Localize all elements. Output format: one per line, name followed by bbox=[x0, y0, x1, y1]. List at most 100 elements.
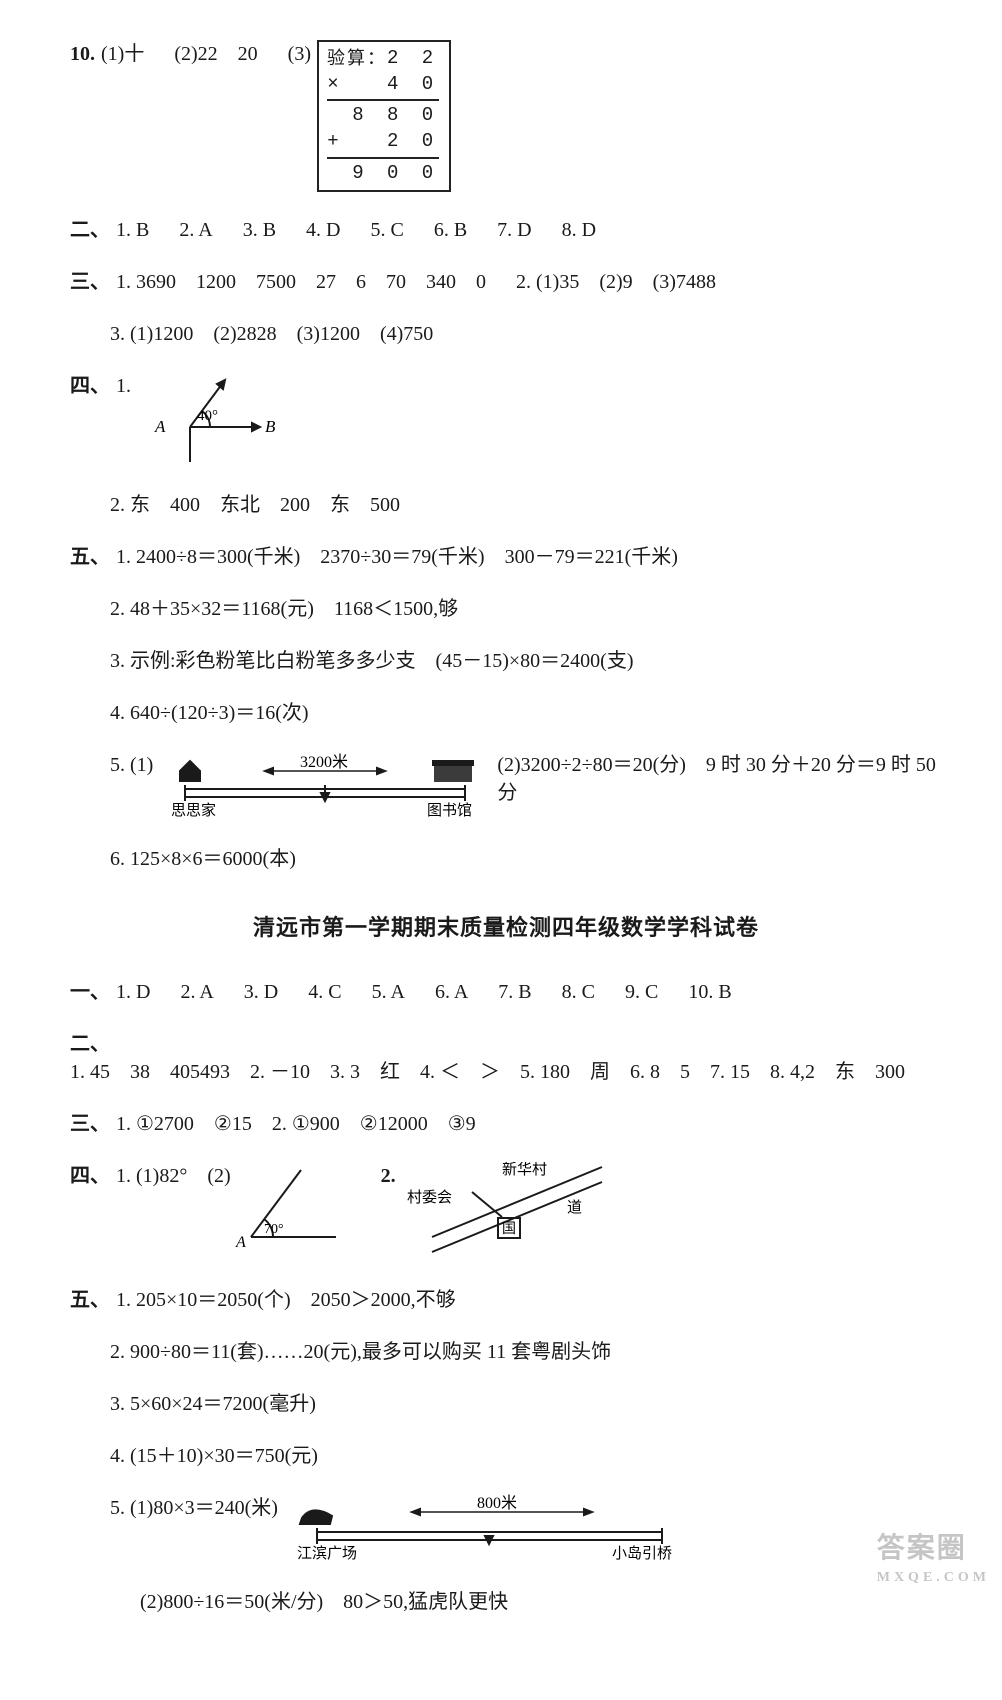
sec2-row: 二、 1. B 2. A 3. B 4. D 5. C 6. B 7. D 8.… bbox=[70, 216, 942, 244]
angle-B: B bbox=[265, 417, 276, 436]
dist-800-label: 800米 bbox=[477, 1494, 517, 1512]
p2s1-i7: 8. C bbox=[562, 978, 595, 1006]
paper2-title: 清远市第一学期期末质量检测四年级数学学科试卷 bbox=[70, 913, 942, 944]
q10-row: 10. (1)十 (2)22 20 (3) 验算：2 2 × 4 0 8 8 0… bbox=[70, 40, 942, 192]
angle-40-diagram: A B 40° bbox=[135, 372, 285, 467]
calc-l2: 8 8 0 bbox=[327, 99, 439, 129]
p2-sec5-row5b: (2)800÷16＝50(米/分) 80＞50,猛虎队更快 bbox=[140, 1588, 942, 1616]
watermark-sub: MXQE.COM bbox=[877, 1568, 990, 1588]
p2s1-i0: 1. D bbox=[116, 978, 150, 1006]
p2-sec4-row: 四、 1. (1)82° (2) A 70° 2. 新华村 村委会 国 道 bbox=[70, 1162, 942, 1262]
p2-sec5-row4: 4. (15＋10)×30＝750(元) bbox=[110, 1442, 942, 1470]
sec5-q5b: (2)3200÷2÷80＝20(分) 9 时 30 分＋20 分＝9 时 50 … bbox=[497, 751, 942, 807]
p2-sec5-row3: 3. 5×60×24＝7200(毫升) bbox=[110, 1390, 942, 1418]
sec3-l1a: 1. 3690 1200 7500 27 6 70 340 0 bbox=[116, 268, 486, 296]
p2-sec5-q4: 4. (15＋10)×30＝750(元) bbox=[110, 1442, 318, 1470]
sec5-row1: 五、 1. 2400÷8＝300(千米) 2370÷30＝79(千米) 300－… bbox=[70, 543, 942, 571]
sec5-q4: 4. 640÷(120÷3)＝16(次) bbox=[110, 699, 309, 727]
angle70-A: A bbox=[235, 1234, 246, 1251]
sec5-q2: 2. 48＋35×32＝1168(元) 1168＜1500,够 bbox=[110, 595, 458, 623]
calc-label: 验算： bbox=[327, 46, 387, 70]
p2-sec5-q5b: (2)800÷16＝50(米/分) 80＞50,猛虎队更快 bbox=[140, 1588, 508, 1616]
p2-sec5-row2: 2. 900÷80＝11(套)……20(元),最多可以购买 11 套粤剧头饰 bbox=[110, 1338, 942, 1366]
p2-sec3-text: 1. ①2700 ②15 2. ①900 ②12000 ③9 bbox=[116, 1110, 476, 1138]
sec5-q1: 1. 2400÷8＝300(千米) 2370÷30＝79(千米) 300－79＝… bbox=[116, 543, 678, 571]
sec5-row3: 3. 示例:彩色粉笔比白粉笔多多少支 (45－15)×80＝2400(支) bbox=[110, 647, 942, 675]
sec5-q6: 6. 125×8×6＝6000(本) bbox=[110, 845, 296, 873]
dist-3200-label: 3200米 bbox=[300, 753, 348, 771]
q10-p3: (3) bbox=[288, 40, 311, 68]
sec4-row2: 2. 东 400 东北 200 东 500 bbox=[110, 491, 942, 519]
map-left: 村委会 bbox=[407, 1189, 452, 1206]
q10-p2: (2)22 20 bbox=[174, 40, 257, 68]
map-mid: 国 bbox=[502, 1222, 516, 1237]
q10-label: 10. bbox=[70, 40, 95, 68]
p2s1-i1: 2. A bbox=[180, 978, 213, 1006]
calc-l1: × 4 0 bbox=[327, 72, 439, 98]
left-house-label: 思思家 bbox=[171, 802, 216, 819]
map-diagram: 新华村 村委会 国 道 bbox=[402, 1162, 622, 1262]
angle-40-label: 40° bbox=[197, 408, 218, 424]
sec5-q5-prefix: 5. (1) bbox=[110, 751, 153, 779]
calc-l3: + 2 0 bbox=[327, 129, 439, 155]
sec4-row1: 四、 1. A B 40° bbox=[70, 372, 942, 467]
p2-sec5-q3: 3. 5×60×24＝7200(毫升) bbox=[110, 1390, 316, 1418]
sec2-i7: 8. D bbox=[562, 216, 596, 244]
right-library-label: 图书馆 bbox=[427, 802, 472, 819]
p2-sec5-label: 五、 bbox=[70, 1286, 110, 1314]
p2-sec3-row: 三、 1. ①2700 ②15 2. ①900 ②12000 ③9 bbox=[70, 1110, 942, 1138]
map-right: 道 bbox=[567, 1199, 582, 1216]
q10-p1: (1)十 bbox=[101, 40, 144, 68]
p2-sec4-q1a: 1. (1)82° (2) bbox=[116, 1162, 231, 1190]
sec5-row5: 5. (1) 3200米 思思家 图书馆 (2)3200÷2÷80＝20(分) … bbox=[110, 751, 942, 821]
p2-sec4-label: 四、 bbox=[70, 1162, 110, 1190]
distance-diagram-1: 3200米 思思家 图书馆 bbox=[165, 751, 485, 821]
angle-A: A bbox=[154, 417, 166, 436]
sec4-q2: 2. 东 400 东北 200 东 500 bbox=[110, 491, 400, 519]
left-plaza-label: 江滨广场 bbox=[297, 1545, 357, 1562]
sec4-label: 四、 bbox=[70, 372, 110, 400]
p2s1-i2: 3. D bbox=[244, 978, 278, 1006]
right-bridge-label: 小岛引桥 bbox=[612, 1545, 672, 1562]
p2s1-i3: 4. C bbox=[308, 978, 341, 1006]
sec3-row2: 3. (1)1200 (2)2828 (3)1200 (4)750 bbox=[110, 320, 942, 348]
sec2-i4: 5. C bbox=[370, 216, 403, 244]
sec2-i1: 2. A bbox=[179, 216, 212, 244]
p2-sec2-row: 二、 1. 45 38 405493 2. －10 3. 3 红 4. ＜ ＞ … bbox=[70, 1030, 942, 1086]
p2s1-i5: 6. A bbox=[435, 978, 468, 1006]
sec3-row1: 三、 1. 3690 1200 7500 27 6 70 340 0 2. (1… bbox=[70, 268, 942, 296]
calc-l4: 9 0 0 bbox=[327, 157, 439, 187]
verify-calc-box: 验算：2 2 × 4 0 8 8 0 + 2 0 9 0 0 bbox=[317, 40, 451, 192]
sec5-row2: 2. 48＋35×32＝1168(元) 1168＜1500,够 bbox=[110, 595, 942, 623]
sec2-i3: 4. D bbox=[306, 216, 340, 244]
calc-l0: 2 2 bbox=[387, 47, 439, 69]
p2s1-i8: 9. C bbox=[625, 978, 658, 1006]
p2s1-i4: 5. A bbox=[372, 978, 405, 1006]
sec2-label: 二、 bbox=[70, 216, 110, 244]
sec5-label: 五、 bbox=[70, 543, 110, 571]
p2-sec5-q5-prefix: 5. (1)80×3＝240(米) bbox=[110, 1494, 278, 1522]
sec5-row6: 6. 125×8×6＝6000(本) bbox=[110, 845, 942, 873]
p2-sec1-row: 一、 1. D 2. A 3. D 4. C 5. A 6. A 7. B 8.… bbox=[70, 978, 942, 1006]
sec4-q1-prefix: 1. bbox=[116, 372, 131, 400]
sec3-l2: 3. (1)1200 (2)2828 (3)1200 (4)750 bbox=[110, 320, 433, 348]
p2s1-i9: 10. B bbox=[688, 978, 731, 1006]
sec2-i5: 6. B bbox=[434, 216, 467, 244]
map-top: 新华村 bbox=[502, 1162, 547, 1178]
sec2-i6: 7. D bbox=[497, 216, 531, 244]
p2-sec5-q1: 1. 205×10＝2050(个) 2050＞2000,不够 bbox=[116, 1286, 456, 1314]
p2-sec3-label: 三、 bbox=[70, 1110, 110, 1138]
sec2-i2: 3. B bbox=[243, 216, 276, 244]
p2-sec5-q2: 2. 900÷80＝11(套)……20(元),最多可以购买 11 套粤剧头饰 bbox=[110, 1338, 611, 1366]
sec2-i0: 1. B bbox=[116, 216, 149, 244]
angle-70-diagram: A 70° bbox=[231, 1162, 351, 1252]
distance-diagram-2: 800米 江滨广场 小岛引桥 bbox=[292, 1494, 692, 1564]
p2-sec2-text: 1. 45 38 405493 2. －10 3. 3 红 4. ＜ ＞ 5. … bbox=[70, 1058, 905, 1086]
p2-sec1-label: 一、 bbox=[70, 978, 110, 1006]
sec5-q3: 3. 示例:彩色粉笔比白粉笔多多少支 (45－15)×80＝2400(支) bbox=[110, 647, 633, 675]
p2-sec4-q2-prefix: 2. bbox=[381, 1162, 396, 1190]
p2-sec2-label: 二、 bbox=[70, 1030, 110, 1058]
sec3-label: 三、 bbox=[70, 268, 110, 296]
p2-sec5-row5: 5. (1)80×3＝240(米) 800米 江滨广场 小岛引桥 bbox=[110, 1494, 942, 1564]
angle70-label: 70° bbox=[264, 1222, 284, 1237]
